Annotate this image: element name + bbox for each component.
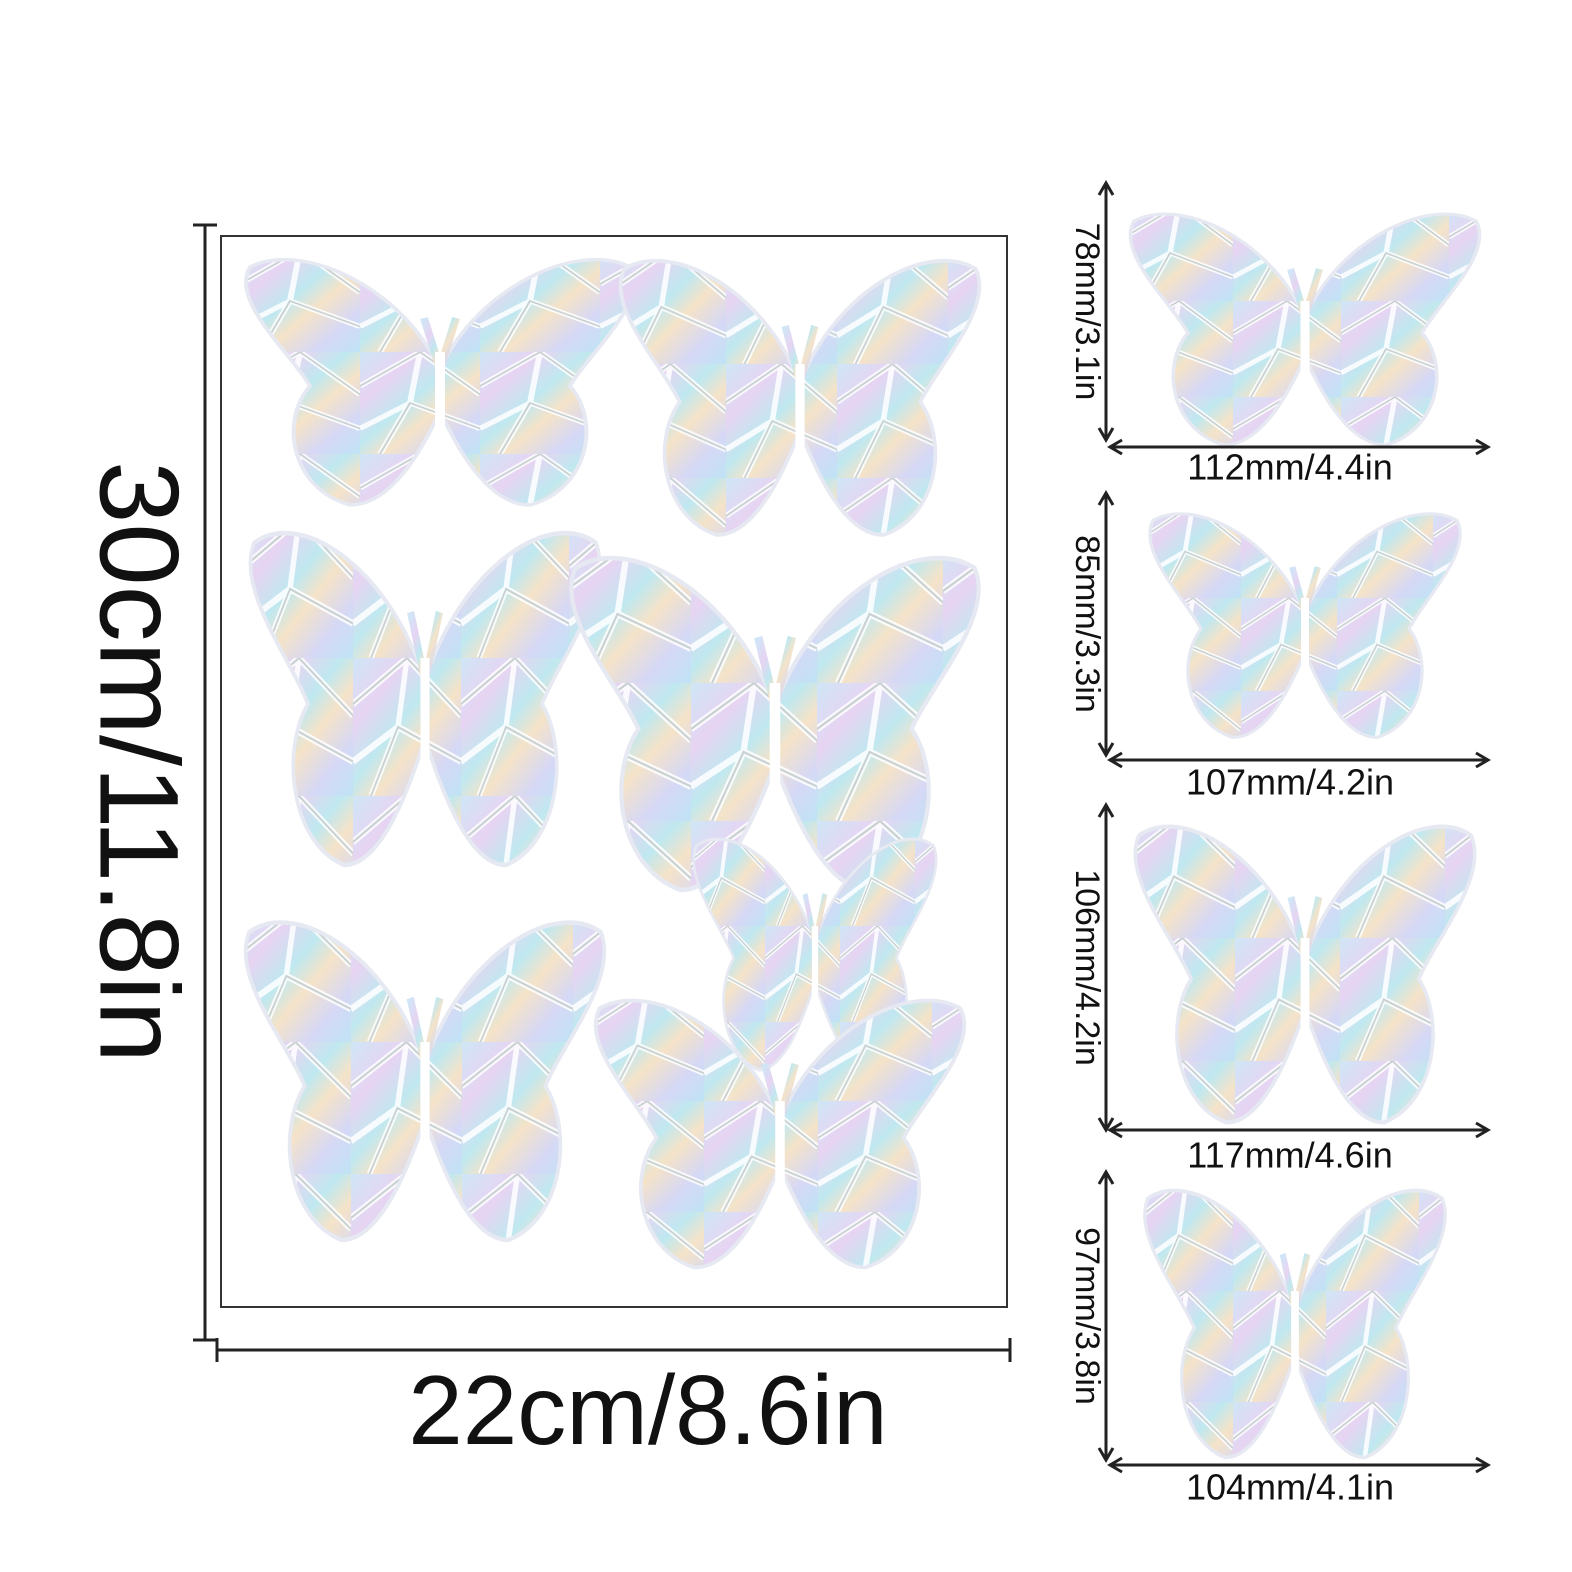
sticker-height-label: 97mm/3.8in (1068, 1227, 1106, 1405)
height-arrow (1097, 1169, 1115, 1463)
sticker-butterflies (1130, 214, 1479, 1457)
sticker-height-label: 106mm/4.2in (1068, 869, 1106, 1066)
sticker-width-label: 112mm/4.4in (1187, 447, 1392, 488)
height-arrow (1097, 180, 1115, 443)
height-arrow (1097, 490, 1115, 758)
sticker-width-label: 107mm/4.2in (1186, 762, 1394, 803)
sheet-height-label: 30cm/11.8in (76, 461, 201, 1063)
sticker-width-label: 117mm/4.6in (1187, 1135, 1392, 1176)
sheet-width-dimension: 22cm/8.6in (215, 1338, 1012, 1465)
sheet-width-label: 22cm/8.6in (408, 1355, 887, 1465)
sticker-height-label: 78mm/3.1in (1068, 223, 1106, 401)
sheet-height-dimension: 30cm/11.8in (76, 223, 217, 1342)
height-arrow (1097, 802, 1115, 1133)
sticker-dimensions: 78mm/3.1in 112mm/4.4in 85mm/3.3in 107mm/4.2… (1068, 180, 1491, 1508)
width-arrow (1107, 1456, 1491, 1474)
sticker-width-label: 104mm/4.1in (1186, 1467, 1394, 1508)
width-arrow (1107, 751, 1491, 769)
width-arrow (1107, 438, 1491, 456)
sticker-height-label: 85mm/3.3in (1068, 535, 1106, 713)
width-arrow (1107, 1121, 1491, 1139)
